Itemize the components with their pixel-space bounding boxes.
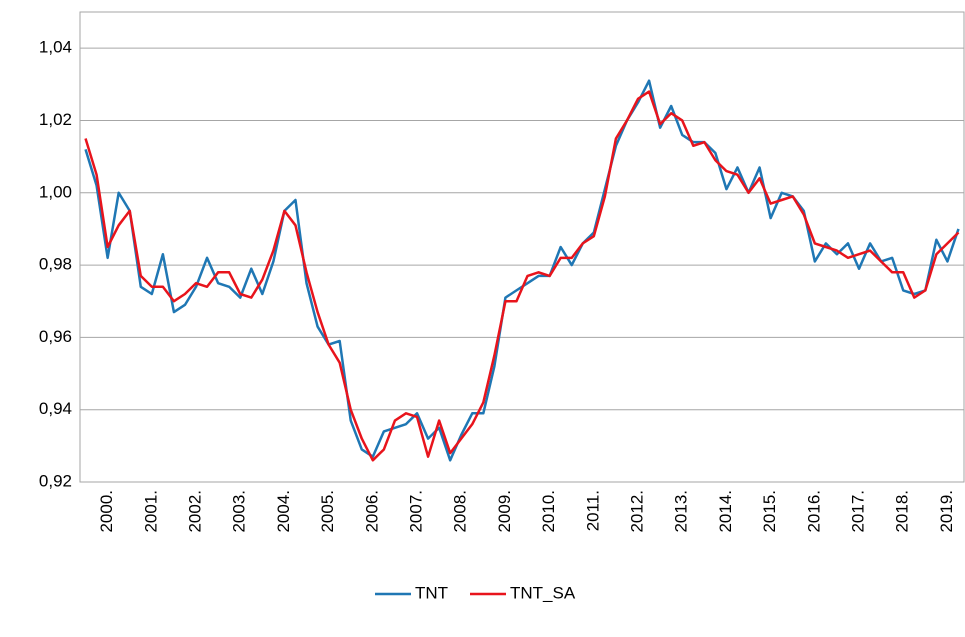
- legend-label: TNT: [415, 583, 448, 602]
- y-tick-label: 1,04: [39, 38, 72, 57]
- x-tick-label: 2000.: [97, 490, 116, 533]
- y-tick-label: 1,02: [39, 110, 72, 129]
- y-tick-label: 0,92: [39, 471, 72, 490]
- plot-area: [79, 11, 965, 483]
- x-tick-label: 2002.: [186, 490, 205, 533]
- x-tick-label: 2016.: [804, 490, 823, 533]
- series-line: [84, 90, 960, 462]
- y-tick-label: 1,00: [39, 182, 72, 201]
- x-tick-label: 2003.: [230, 490, 249, 533]
- x-tick-label: 2008.: [451, 490, 470, 533]
- x-tick-label: 2010.: [539, 490, 558, 533]
- x-tick-label: 2007.: [407, 490, 426, 533]
- y-tick-label: 0,94: [39, 399, 72, 418]
- series-line: [84, 79, 960, 462]
- x-tick-label: 2012.: [628, 490, 647, 533]
- y-tick-label: 0,98: [39, 255, 72, 274]
- x-tick-label: 2017.: [849, 490, 868, 533]
- x-tick-label: 2015.: [760, 490, 779, 533]
- y-tick-label: 0,96: [39, 327, 72, 346]
- x-tick-label: 2019.: [937, 490, 956, 533]
- legend-label: TNT_SA: [510, 583, 576, 602]
- x-tick-label: 2005.: [318, 490, 337, 533]
- x-tick-label: 2018.: [893, 490, 912, 533]
- x-tick-label: 2006.: [362, 490, 381, 533]
- x-tick-label: 2009.: [495, 490, 514, 533]
- x-tick-label: 2013.: [672, 490, 691, 533]
- x-tick-label: 2004.: [274, 490, 293, 533]
- x-tick-label: 2014.: [716, 490, 735, 533]
- x-tick-label: 2011.: [583, 490, 602, 531]
- x-tick-label: 2001.: [141, 490, 160, 533]
